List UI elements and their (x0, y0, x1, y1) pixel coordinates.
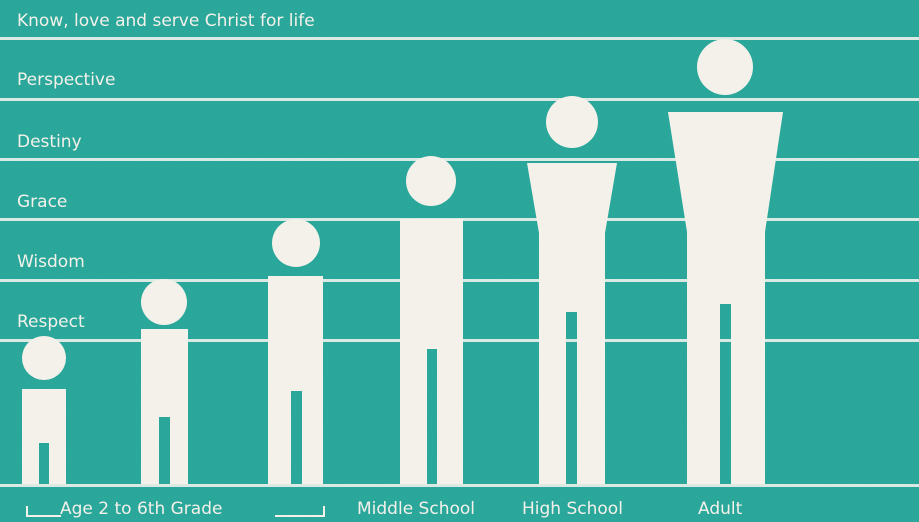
figure-adult (668, 39, 783, 484)
rung-line-2 (0, 98, 919, 101)
rung-line-1 (0, 37, 919, 40)
rung-label-perspective: Perspective (17, 70, 116, 90)
rung-label-destiny: Destiny (17, 132, 82, 152)
rung-label-respect: Respect (17, 312, 85, 332)
rung-label-christ: Know, love and serve Christ for life (17, 11, 315, 31)
age-bracket-right (275, 506, 325, 517)
caption-adult: Adult (698, 499, 743, 519)
ground-line (0, 484, 919, 487)
caption-age: Age 2 to 6th Grade (60, 499, 223, 519)
figure-middle-school (400, 156, 463, 484)
figure-high-school (527, 96, 617, 484)
figure-child (141, 279, 188, 484)
figure-toddler (22, 336, 66, 484)
figure-preteen (268, 219, 323, 484)
caption-high-school: High School (522, 499, 623, 519)
rung-line-3 (0, 158, 919, 161)
age-bracket-left (26, 506, 61, 517)
caption-middle-school: Middle School (357, 499, 475, 519)
rung-label-wisdom: Wisdom (17, 252, 85, 272)
rung-label-grace: Grace (17, 192, 68, 212)
